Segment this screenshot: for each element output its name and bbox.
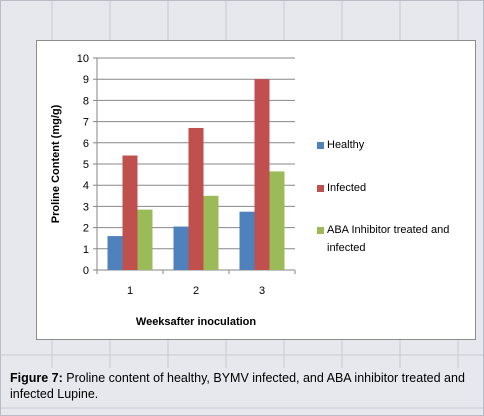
bar-aba-week-2 xyxy=(203,195,219,270)
y-tick-label: 7 xyxy=(83,117,89,129)
y-tick-label: 8 xyxy=(83,95,89,107)
figure-caption: Figure 7: Proline content of healthy, BY… xyxy=(10,370,476,402)
caption-label: Figure 7: xyxy=(10,371,63,385)
y-tick-label: 0 xyxy=(83,265,89,277)
y-axis-title: Proline Content (mg/g) xyxy=(50,104,62,223)
legend-label: ABA Inhibitor treated and infected xyxy=(327,224,450,254)
bar-infected-week-1 xyxy=(122,155,138,270)
y-tick-label: 3 xyxy=(83,201,89,213)
x-tick-label: 3 xyxy=(259,285,265,297)
bar-aba-week-1 xyxy=(137,209,153,270)
bar-infected-week-2 xyxy=(188,127,204,271)
legend-swatch xyxy=(317,142,324,149)
legend-swatch xyxy=(317,227,324,234)
y-tick-label: 10 xyxy=(77,53,89,65)
y-tick-label: 6 xyxy=(83,138,89,150)
bar-infected-week-3 xyxy=(254,79,270,270)
x-axis-title: Weeksafter inoculation xyxy=(136,316,256,328)
bar-chart: 0 1 2 3 4 5 6 7 8 9 10 1 2 3 Weeksafter inoculation Pro… xyxy=(50,53,296,328)
y-tick-label: 9 xyxy=(83,74,89,86)
chart-panel: 0 1 2 3 4 5 6 7 8 9 10 1 2 3 Weeksafter inoculation Pro… xyxy=(36,40,476,340)
bar-aba-week-3 xyxy=(269,171,285,270)
bar-healthy-week-1 xyxy=(107,236,123,270)
x-tick-label: 1 xyxy=(127,285,133,297)
x-tick-label: 2 xyxy=(193,285,199,297)
caption-text: Proline content of healthy, BYMV infecte… xyxy=(10,371,465,401)
legend-label: Healthy xyxy=(327,139,365,151)
y-tick-label: 5 xyxy=(83,159,89,171)
y-tick-label: 1 xyxy=(83,244,89,256)
bar-healthy-week-3 xyxy=(239,211,255,270)
y-tick-label: 4 xyxy=(83,180,89,192)
legend-label: Infected xyxy=(327,182,367,194)
legend-swatch xyxy=(317,185,324,192)
y-tick-label: 2 xyxy=(83,223,89,235)
bar-healthy-week-2 xyxy=(173,226,189,270)
